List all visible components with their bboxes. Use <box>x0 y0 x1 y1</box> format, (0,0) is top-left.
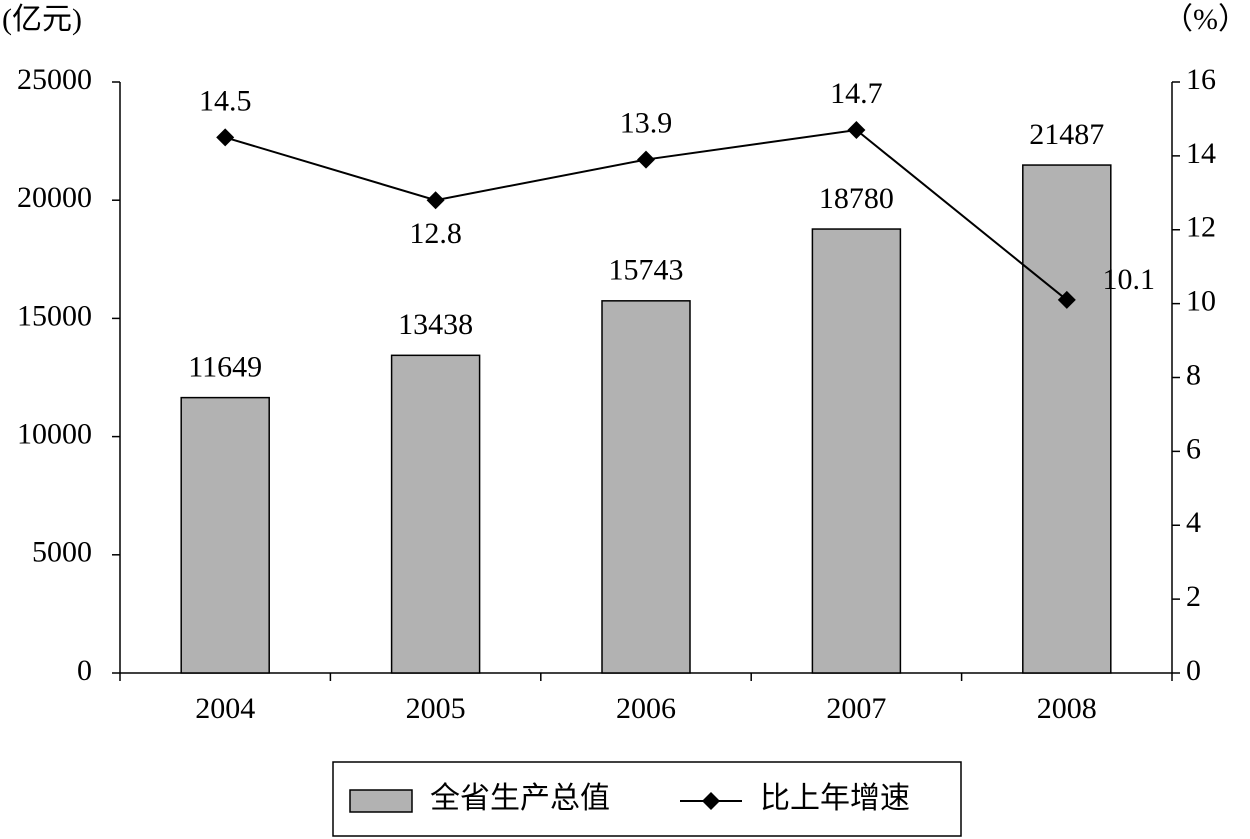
bar-value-label: 21487 <box>1029 118 1104 151</box>
y2-tick-label: 8 <box>1186 358 1201 391</box>
line-value-label: 14.5 <box>199 84 252 117</box>
legend-box <box>332 761 962 837</box>
y-tick-label: 15000 <box>17 299 92 332</box>
x-tick-label: 2005 <box>406 692 466 725</box>
y2-tick-label: 6 <box>1186 432 1201 465</box>
x-tick-label: 2006 <box>616 692 676 725</box>
y2-tick-label: 2 <box>1186 580 1201 613</box>
y-axis-label: (亿元) <box>2 3 82 36</box>
x-tick-label: 2007 <box>826 692 886 725</box>
y2-tick-label: 14 <box>1186 137 1216 170</box>
x-tick-label: 2008 <box>1037 692 1097 725</box>
legend-swatch <box>349 789 413 813</box>
bar-value-label: 18780 <box>819 182 894 215</box>
line-value-label: 14.7 <box>830 77 883 110</box>
y2-axis-label: （%） <box>1163 3 1248 36</box>
y2-tick-label: 16 <box>1186 63 1216 96</box>
x-tick-label: 2004 <box>195 692 255 725</box>
bar-value-label: 11649 <box>188 351 262 384</box>
line-marker <box>216 128 235 147</box>
line-marker <box>847 121 866 140</box>
bar <box>180 396 270 674</box>
bar <box>1022 164 1112 674</box>
bar <box>390 354 481 674</box>
y-tick-label: 5000 <box>32 536 92 569</box>
line-marker <box>1057 290 1076 309</box>
line-value-label: 12.8 <box>409 217 462 250</box>
line-marker <box>426 191 445 210</box>
legend-label: 全省生产总值 <box>430 782 610 815</box>
line-value-label: 10.1 <box>1103 263 1156 296</box>
bar <box>601 300 691 674</box>
legend-label: 比上年增速 <box>760 782 910 815</box>
y-tick-label: 10000 <box>17 417 92 450</box>
line-marker <box>637 150 655 169</box>
legend-marker <box>702 792 720 810</box>
y2-tick-label: 4 <box>1186 506 1201 539</box>
y-tick-label: 20000 <box>17 181 92 214</box>
bar-value-label: 13438 <box>398 308 473 341</box>
bar <box>811 228 902 674</box>
y2-tick-label: 0 <box>1186 654 1201 687</box>
bar-value-label: 15743 <box>609 254 684 287</box>
y2-tick-label: 10 <box>1186 285 1216 318</box>
line-value-label: 13.9 <box>620 106 673 139</box>
y-tick-label: 25000 <box>17 63 92 96</box>
y2-tick-label: 12 <box>1186 211 1216 244</box>
y-tick-label: 0 <box>77 654 92 687</box>
